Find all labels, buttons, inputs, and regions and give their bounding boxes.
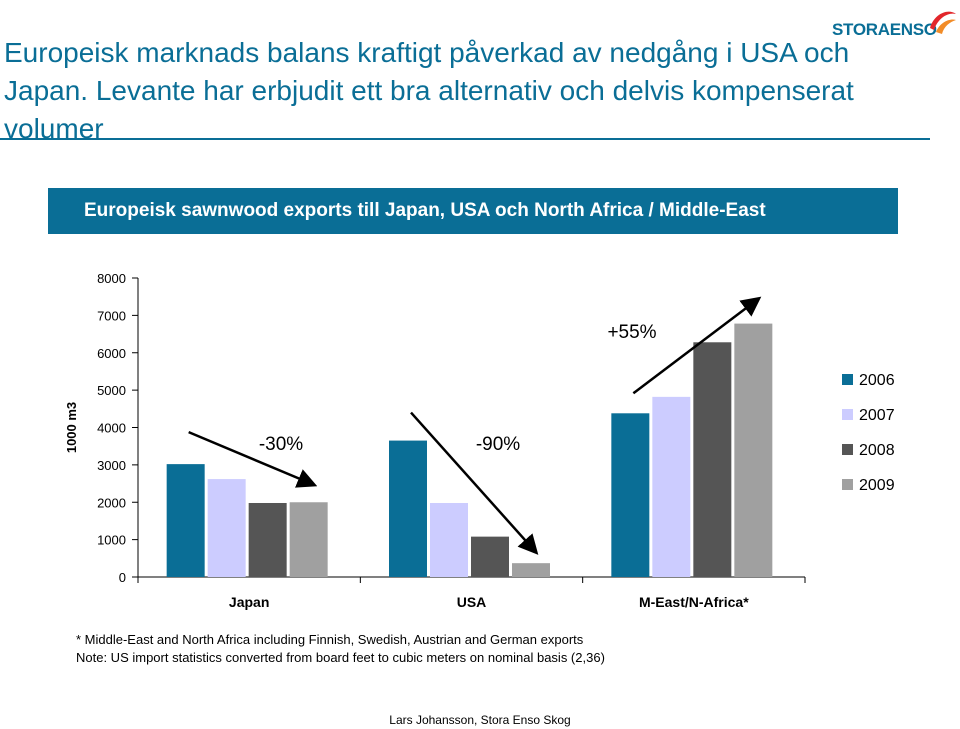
x-category-label: USA: [457, 594, 487, 610]
y-tick-label: 7000: [97, 308, 126, 323]
legend-swatch: [842, 409, 853, 420]
trend-arrow: [410, 411, 539, 555]
bar-2008: [693, 342, 732, 577]
change-annotation: -90%: [476, 434, 520, 455]
storaenso-swirl-logo-icon: [930, 11, 956, 34]
logo-text: STORAENSO: [832, 20, 937, 39]
legend-label: 2006: [859, 372, 895, 389]
legend-swatch: [842, 479, 853, 490]
bar-2008: [471, 536, 509, 577]
bar-chart: 0 1000 2000 3000 4000 5000 6000 7000 8000 1000 m3…: [64, 271, 895, 610]
footnote: Note: US import statistics converted fro…: [76, 650, 605, 665]
change-annotation: -30%: [259, 434, 303, 455]
change-annotation: +55%: [607, 322, 656, 343]
legend-label: 2008: [859, 442, 895, 459]
x-category-label: Japan: [229, 594, 269, 610]
legend-label: 2009: [859, 477, 895, 494]
y-tick-label: 5000: [97, 383, 126, 398]
legend-label: 2007: [859, 407, 895, 424]
bar-2008: [248, 502, 287, 577]
bar-2009: [289, 502, 328, 577]
y-tick-label: 2000: [97, 495, 126, 510]
y-tick-label: 4000: [97, 421, 126, 436]
bar-2006: [166, 464, 205, 577]
x-category-label: M-East/N-Africa*: [639, 594, 749, 610]
bar-2006: [389, 440, 427, 577]
trend-arrow: [632, 296, 762, 395]
y-tick-label: 8000: [97, 271, 126, 286]
bar-2007: [652, 396, 691, 577]
chart-banner: Europeisk sawnwood exports till Japan, U…: [48, 188, 898, 234]
footer-author: Lars Johansson, Stora Enso Skog: [389, 713, 571, 727]
bar-2006: [611, 413, 650, 577]
y-tick-label: 6000: [97, 346, 126, 361]
y-tick-label: 1000: [97, 533, 126, 548]
y-axis-label: 1000 m3: [64, 402, 79, 453]
legend-swatch: [842, 374, 853, 385]
title-divider: [0, 138, 930, 140]
bar-2007: [430, 502, 468, 577]
bar-2007: [207, 479, 246, 577]
footnote: * Middle-East and North Africa including…: [76, 632, 584, 647]
page-title: Europeisk marknads balans kraftigt påver…: [4, 37, 854, 144]
bar-2009: [512, 563, 550, 577]
y-tick-label: 3000: [97, 458, 126, 473]
bar-2009: [734, 323, 773, 577]
trend-arrow: [188, 430, 318, 488]
y-tick-label: 0: [119, 570, 126, 585]
legend-swatch: [842, 444, 853, 455]
company-logo: STORAENSO: [828, 6, 960, 42]
